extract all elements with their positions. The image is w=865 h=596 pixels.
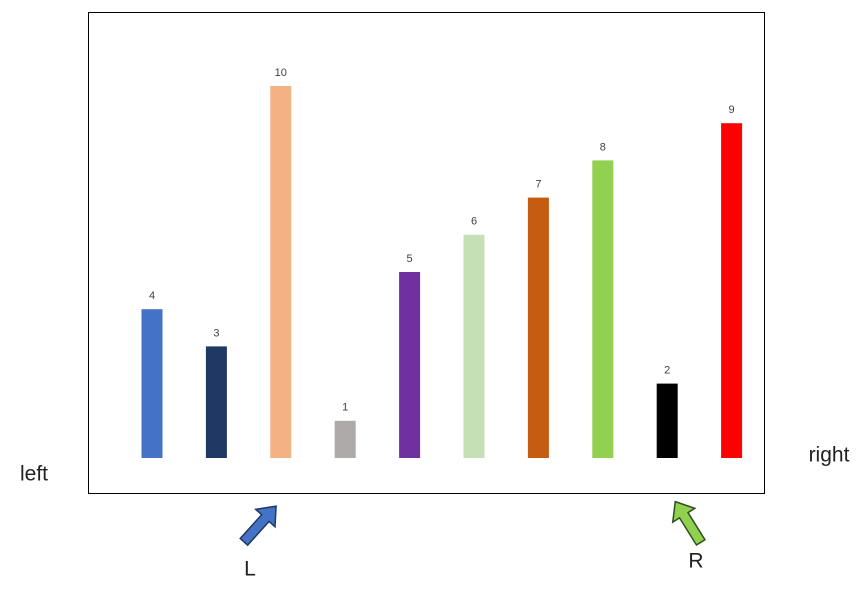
value-label: 4 <box>149 290 155 302</box>
value-label: 3 <box>213 327 219 339</box>
bar <box>721 123 743 458</box>
value-label: 2 <box>664 365 670 377</box>
r-pointer-label: R <box>688 550 703 573</box>
l-pointer-arrow <box>239 505 277 547</box>
bar <box>141 309 163 458</box>
bar <box>270 86 292 458</box>
bar <box>399 272 421 458</box>
bar <box>656 383 678 458</box>
value-label: 7 <box>535 179 541 191</box>
bar <box>463 234 485 458</box>
l-pointer-label: L <box>244 558 256 581</box>
bar <box>527 197 549 458</box>
value-label: 6 <box>471 216 477 228</box>
left-label: left <box>20 463 48 486</box>
r-pointer-arrow <box>671 500 706 547</box>
bar <box>334 420 356 458</box>
right-label: right <box>809 444 850 467</box>
value-label: 9 <box>729 104 735 116</box>
value-label: 8 <box>600 141 606 153</box>
bar <box>592 160 614 458</box>
value-label: 5 <box>407 253 413 265</box>
value-label: 1 <box>342 402 348 414</box>
bar <box>205 346 227 458</box>
plot-frame <box>88 12 765 494</box>
value-label: 10 <box>275 67 287 79</box>
